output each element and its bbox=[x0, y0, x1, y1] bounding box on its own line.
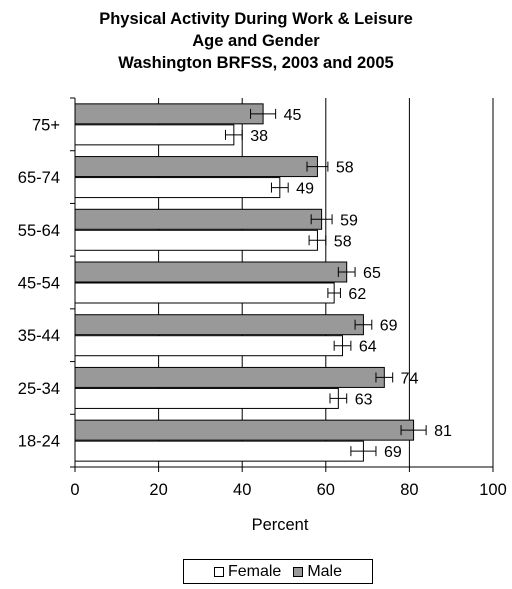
axes: 75+ 65-74 55-64 45-54 35-44 25-34 18-24 0 20 40 60… bbox=[18, 97, 507, 499]
y-tick-label: 55-64 bbox=[18, 222, 60, 240]
data-label-female: 69 bbox=[384, 444, 402, 461]
bar-female bbox=[74, 335, 344, 357]
legend-label-female: Female bbox=[227, 562, 282, 580]
data-label-male: 65 bbox=[363, 265, 381, 282]
data-label-male: 58 bbox=[336, 160, 354, 177]
bar-male bbox=[74, 314, 364, 336]
y-tick-label: 18-24 bbox=[18, 433, 60, 451]
y-tick-label: 45-54 bbox=[18, 275, 60, 293]
data-label-female: 38 bbox=[250, 128, 268, 145]
x-tick-label: 60 bbox=[317, 481, 335, 499]
bar-male bbox=[74, 208, 323, 230]
chart-title-line-1: Physical Activity During Work & Leisure bbox=[99, 10, 413, 28]
data-label-male: 69 bbox=[380, 318, 398, 335]
bar-female bbox=[74, 282, 335, 304]
data-label-male: 81 bbox=[434, 423, 452, 440]
chart-title: Physical Activity During Work & Leisure … bbox=[0, 8, 512, 74]
data-label-female: 63 bbox=[355, 391, 373, 408]
bar-female bbox=[74, 229, 318, 251]
y-tick-label: 25-34 bbox=[18, 380, 60, 398]
legend-label-male: Male bbox=[307, 562, 343, 580]
data-label-female: 62 bbox=[348, 286, 366, 303]
bar-female bbox=[74, 124, 235, 146]
legend-swatch-male bbox=[293, 566, 304, 577]
chart-title-line-3: Washington BRFSS, 2003 and 2005 bbox=[118, 54, 394, 72]
data-label-female: 58 bbox=[334, 233, 352, 250]
data-label-male: 74 bbox=[401, 370, 419, 387]
chart-title-line-2: Age and Gender bbox=[192, 32, 320, 50]
bar-female bbox=[74, 177, 281, 199]
x-tick-label: 0 bbox=[70, 481, 79, 499]
bar-male bbox=[74, 156, 318, 178]
data-label-male: 59 bbox=[340, 212, 358, 229]
x-tick-label: 100 bbox=[479, 481, 507, 499]
data-label-male: 45 bbox=[284, 107, 302, 124]
bar-female bbox=[74, 440, 364, 462]
data-label-female: 49 bbox=[296, 181, 314, 198]
bar-male bbox=[74, 103, 264, 125]
bar-male bbox=[74, 261, 348, 283]
y-tick-label: 65-74 bbox=[18, 169, 60, 187]
x-axis-title: Percent bbox=[252, 516, 309, 534]
x-tick-label: 20 bbox=[149, 481, 167, 499]
legend-item-female: Female bbox=[213, 562, 282, 581]
bar-male bbox=[74, 419, 415, 441]
legend-item-male: Male bbox=[293, 563, 342, 581]
legend: Female Male bbox=[183, 559, 373, 584]
y-tick-label: 75+ bbox=[32, 116, 60, 134]
bar-female bbox=[74, 387, 339, 409]
data-label-female: 64 bbox=[359, 339, 377, 356]
x-tick-label: 40 bbox=[233, 481, 251, 499]
legend-swatch-female bbox=[213, 566, 224, 577]
bar-male bbox=[74, 366, 385, 388]
y-tick-label: 35-44 bbox=[18, 327, 60, 345]
x-tick-label: 80 bbox=[400, 481, 418, 499]
